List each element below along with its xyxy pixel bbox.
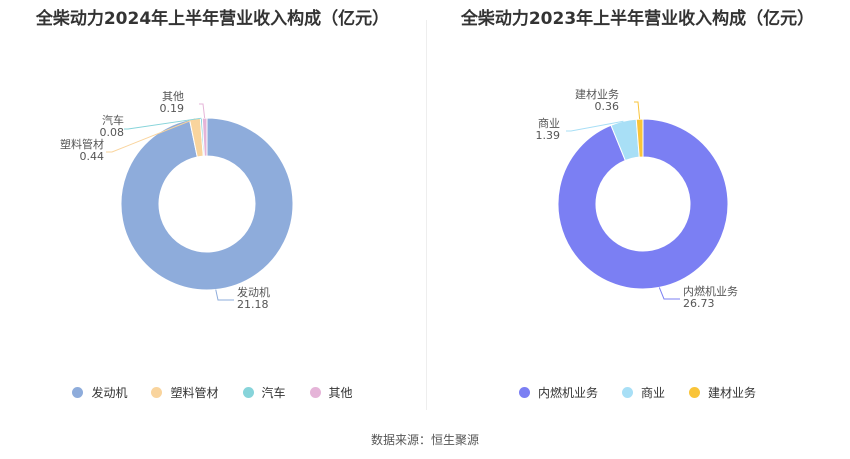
slice-value-label: 0.44 — [80, 150, 105, 163]
slice-label: 其他 — [162, 90, 184, 103]
legend-label: 其他 — [328, 386, 353, 400]
slice-label: 发动机 — [237, 285, 270, 299]
leader-line-塑料管材 — [106, 118, 196, 153]
legend-2023: 内燃机业务 商业 建材业务 — [425, 384, 850, 401]
slice-label: 塑料管材 — [60, 137, 104, 151]
legend-item[interactable]: 汽车 — [242, 384, 286, 401]
leader-line-其他 — [199, 103, 206, 119]
legend-dot-icon — [151, 387, 163, 398]
legend-label: 发动机 — [91, 386, 128, 400]
legend-label: 内燃机业务 — [537, 386, 598, 400]
slice-label: 商业 — [538, 116, 560, 130]
slice-label: 建材业务 — [575, 87, 619, 101]
legend-2024: 发动机 塑料管材 汽车 其他 — [0, 384, 425, 401]
legend-item[interactable]: 塑料管材 — [151, 384, 219, 401]
chart-title-2024: 全柴动力2024年上半年营业收入构成（亿元） — [35, 9, 390, 29]
slice-value-label: 0.08 — [100, 126, 125, 139]
chart-title-2023: 全柴动力2023年上半年营业收入构成（亿元） — [460, 9, 815, 29]
legend-label: 塑料管材 — [170, 386, 219, 400]
chart-2024: 全柴动力2024年上半年营业收入构成（亿元） 发动机 21.18 塑料管材 0.44 汽… — [0, 0, 425, 415]
legend-item[interactable]: 建材业务 — [689, 384, 756, 401]
legend-label: 商业 — [640, 386, 665, 400]
data-source: 数据来源：恒生聚源 — [370, 433, 479, 447]
legend-dot-icon — [621, 387, 633, 398]
slice-value-label: 0.36 — [595, 100, 620, 113]
chart-2023: 全柴动力2023年上半年营业收入构成（亿元） 内燃机业务 26.73 商业 1.39 建… — [425, 0, 850, 415]
slice-label: 汽车 — [102, 113, 124, 127]
slice-内燃机业务[interactable] — [557, 118, 729, 290]
leader-line-建材业务 — [634, 101, 641, 120]
legend-item[interactable]: 发动机 — [72, 384, 127, 401]
legend-dot-icon — [518, 387, 530, 398]
legend-label: 建材业务 — [708, 386, 757, 400]
leader-line-汽车 — [124, 117, 202, 130]
slice-建材业务[interactable] — [635, 118, 644, 158]
legend-item[interactable]: 其他 — [309, 384, 353, 401]
legend-dot-icon — [309, 387, 321, 398]
slice-value-label: 1.39 — [536, 129, 561, 142]
legend-item[interactable]: 商业 — [621, 384, 665, 401]
legend-item[interactable]: 内燃机业务 — [518, 384, 598, 401]
leader-line-发动机 — [215, 289, 234, 301]
slice-value-label: 0.19 — [160, 102, 185, 115]
slice-value-label: 21.18 — [237, 298, 269, 311]
slice-其他[interactable] — [201, 117, 208, 157]
leader-line-内燃机业务 — [658, 287, 680, 300]
legend-dot-icon — [72, 387, 84, 398]
leader-line-商业 — [566, 120, 624, 132]
slice-value-label: 26.73 — [683, 297, 715, 310]
slice-发动机[interactable] — [120, 117, 294, 291]
legend-label: 汽车 — [261, 386, 286, 400]
legend-dot-icon — [689, 387, 700, 398]
slice-label: 内燃机业务 — [683, 284, 738, 298]
legend-dot-icon — [242, 387, 254, 398]
divider — [426, 20, 427, 410]
